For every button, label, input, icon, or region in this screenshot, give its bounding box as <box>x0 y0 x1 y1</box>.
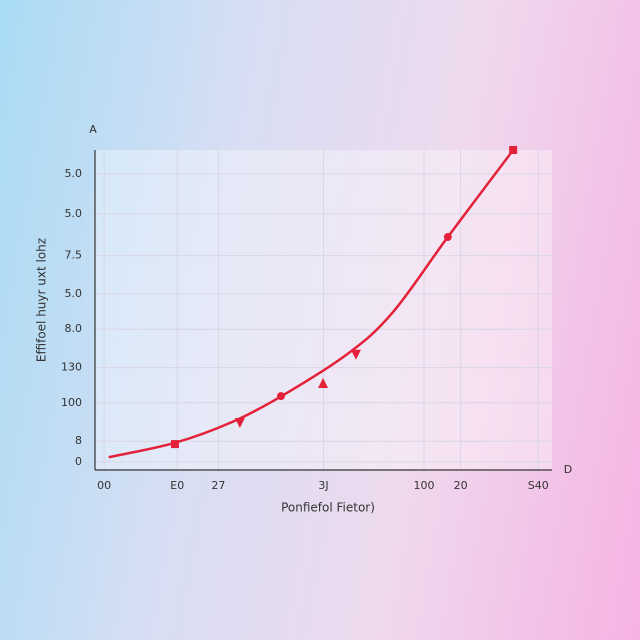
x-tick-label: 3J <box>318 479 328 492</box>
x-tick-label: 100 <box>414 479 435 492</box>
x-tick-label: 00 <box>97 479 111 492</box>
x-tick-label: 27 <box>211 479 225 492</box>
point <box>443 233 452 242</box>
x-tick-label: E0 <box>170 479 184 492</box>
x-axis-end-label: D <box>564 463 572 476</box>
y-tick-label: 8.0 <box>65 322 83 335</box>
y-tick-label: 8 <box>75 434 82 447</box>
y-tick-label: 5.0 <box>65 287 83 300</box>
point <box>350 349 361 360</box>
y-tick-label: 130 <box>61 361 82 374</box>
y-axis-end-label: A <box>89 123 97 136</box>
x-tick-label: S40 <box>528 479 549 492</box>
point <box>170 440 179 449</box>
point <box>318 377 329 388</box>
x-tick-label: 20 <box>454 479 468 492</box>
point <box>234 417 245 428</box>
point <box>509 146 518 154</box>
y-tick-label: 0 <box>75 455 82 468</box>
y-tick-label: 5.0 <box>65 207 83 220</box>
x-axis-title: Ponfiefol Fietor) <box>281 501 375 515</box>
y-tick-label: 5.0 <box>65 167 83 180</box>
y-tick-label: 100 <box>61 396 82 409</box>
y-axis-title: Effifoel huyr uxt lohz <box>35 238 49 362</box>
y-tick-label: 7.5 <box>65 249 83 262</box>
point <box>276 392 285 401</box>
